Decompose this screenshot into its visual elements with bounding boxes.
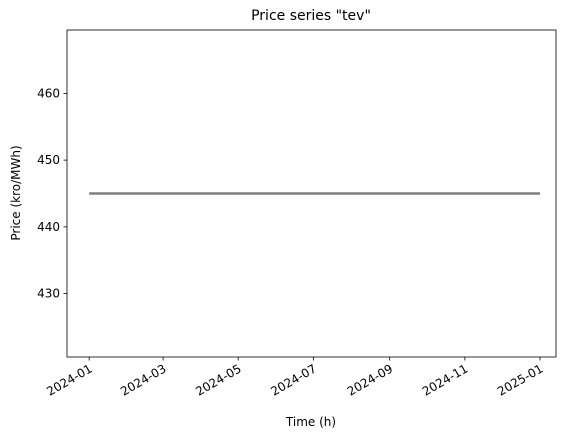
y-tick-label: 460 <box>37 86 60 100</box>
x-tick-label: 2024-09 <box>345 361 395 398</box>
plot-frame <box>66 29 557 358</box>
x-tick-label: 2025-01 <box>495 361 545 398</box>
x-tick-label: 2024-11 <box>420 361 470 398</box>
y-axis-label: Price (kro/MWh) <box>9 145 23 240</box>
x-axis-label: Time (h) <box>285 415 336 429</box>
x-tick-label: 2024-01 <box>44 361 94 398</box>
x-tick-label: 2024-05 <box>193 361 243 398</box>
y-tick-label: 430 <box>37 287 60 301</box>
chart-title: Price series "tev" <box>251 8 371 24</box>
x-tick-label: 2024-07 <box>268 361 318 398</box>
y-tick-label: 440 <box>37 220 60 234</box>
x-tick-label: 2024-03 <box>118 361 168 398</box>
y-tick-label: 450 <box>37 153 60 167</box>
